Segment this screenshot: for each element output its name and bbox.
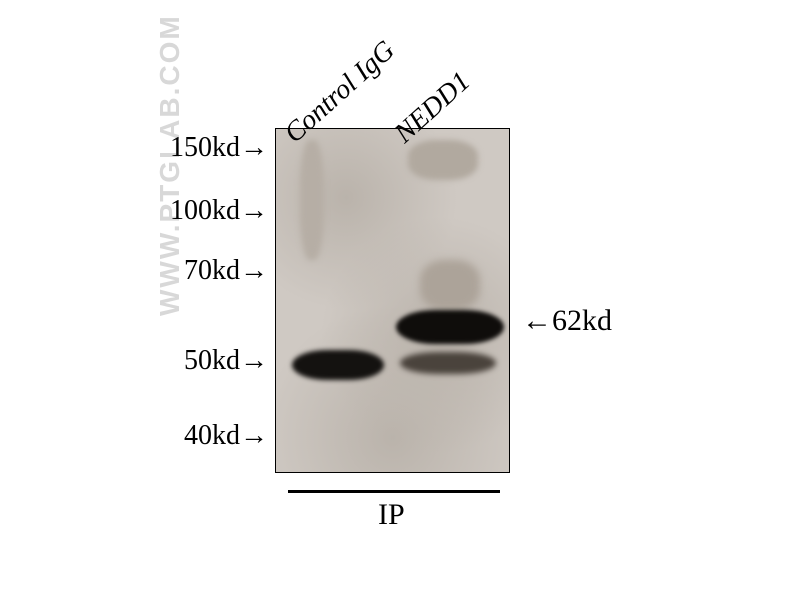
- ip-label: IP: [378, 498, 405, 532]
- blot-smudge: [408, 140, 478, 180]
- blot-smudge: [300, 140, 324, 260]
- mw-marker: 40kd→: [184, 420, 268, 452]
- target-band-label: ←62kd: [522, 304, 612, 338]
- mw-marker: 70kd→: [184, 255, 268, 287]
- watermark-text: WWW.PTGLAB.COM: [154, 14, 186, 316]
- mw-marker: 150kd→: [170, 132, 268, 164]
- mw-marker: 50kd→: [184, 345, 268, 377]
- figure-canvas: WWW.PTGLAB.COM 150kd→ 100kd→ 70kd→ 50kd→ 40k…: [0, 0, 800, 600]
- mw-marker: 100kd→: [170, 195, 268, 227]
- protein-band: [292, 350, 384, 380]
- blot-smudge: [420, 260, 480, 310]
- protein-band: [400, 352, 496, 374]
- ip-underline: [288, 490, 500, 493]
- protein-band: [396, 310, 504, 344]
